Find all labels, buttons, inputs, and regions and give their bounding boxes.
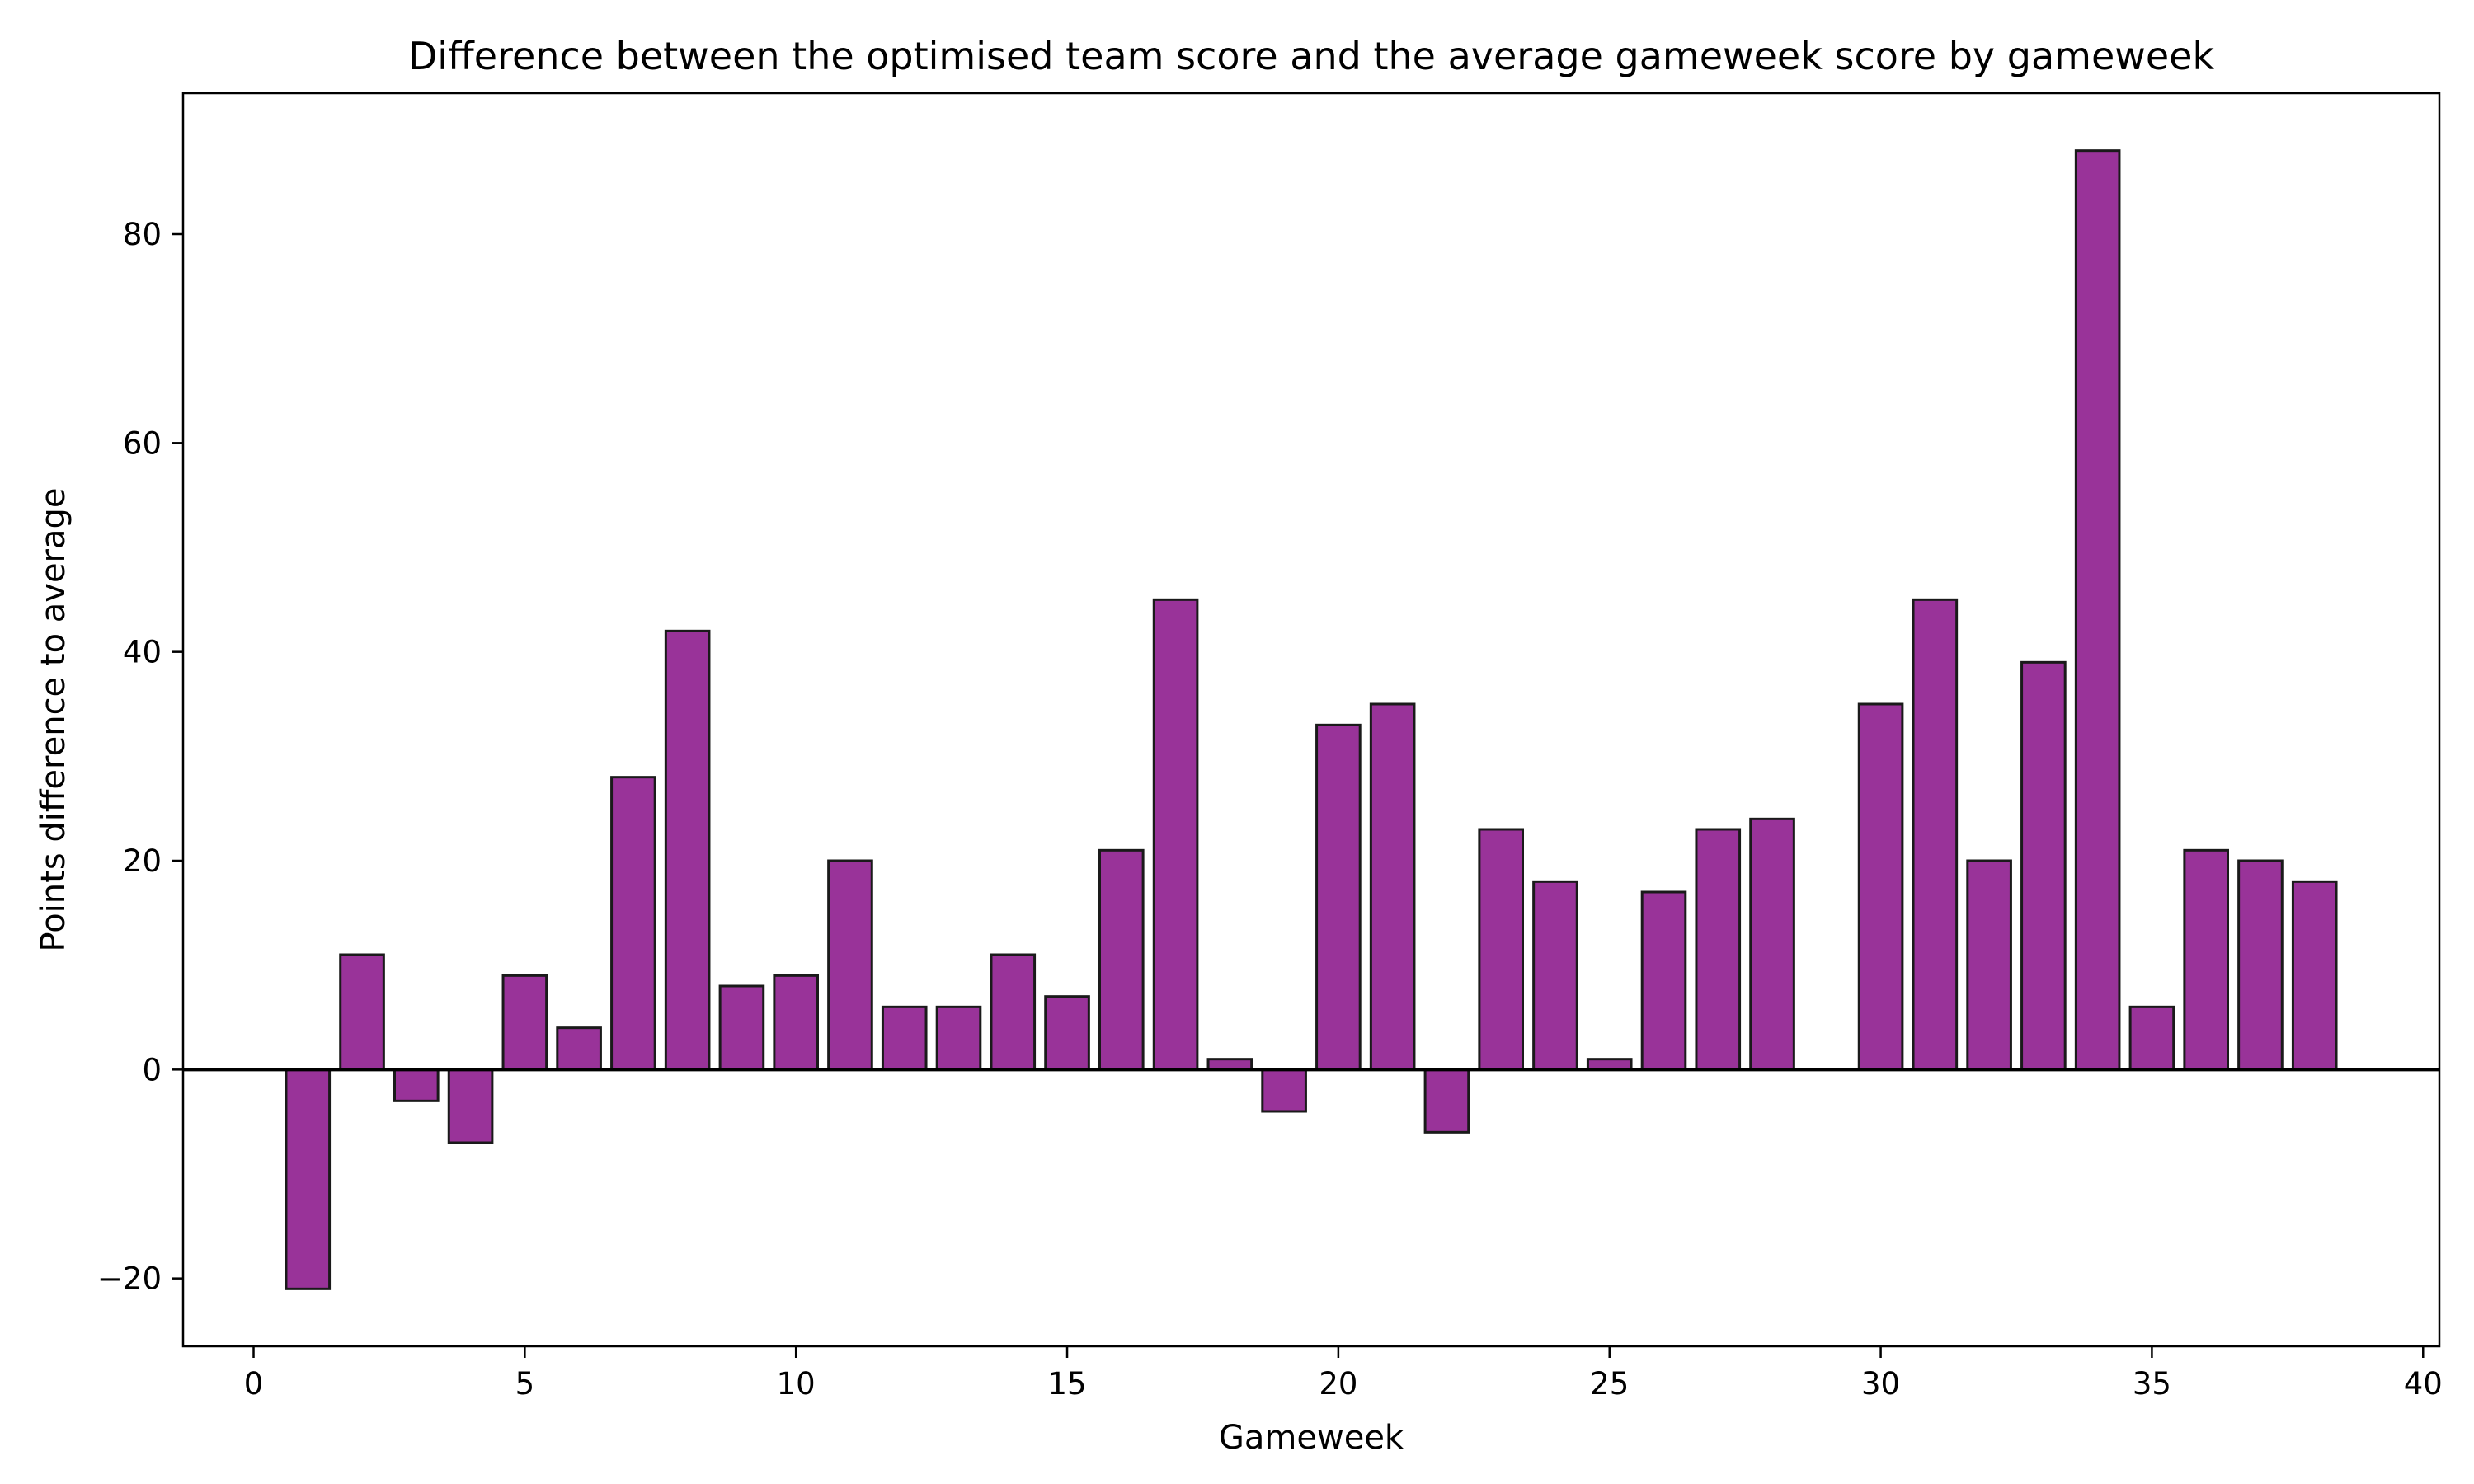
bar-gameweek-37 — [2239, 861, 2283, 1069]
bar-gameweek-14 — [991, 955, 1035, 1069]
bar-gameweek-27 — [1696, 829, 1740, 1069]
x-tick-label: 40 — [2404, 1366, 2443, 1402]
x-tick-label: 35 — [2133, 1366, 2171, 1402]
bar-gameweek-20 — [1317, 725, 1361, 1069]
chart-title: Difference between the optimised team sc… — [408, 34, 2215, 78]
bar-gameweek-23 — [1479, 829, 1523, 1069]
bar-gameweek-9 — [720, 986, 764, 1069]
bar-gameweek-22 — [1425, 1069, 1469, 1132]
bar-gameweek-17 — [1154, 599, 1197, 1069]
bar-gameweek-35 — [2130, 1007, 2174, 1069]
bar-gameweek-36 — [2185, 850, 2228, 1069]
x-tick-label: 20 — [1319, 1366, 1357, 1402]
bar-gameweek-13 — [937, 1007, 981, 1069]
bar-gameweek-8 — [666, 631, 709, 1069]
bar-gameweek-7 — [612, 777, 656, 1070]
x-tick-label: 5 — [515, 1366, 535, 1402]
y-tick-label: 40 — [123, 635, 162, 670]
x-tick-label: 0 — [244, 1366, 264, 1402]
bar-gameweek-5 — [503, 975, 547, 1069]
bar-gameweek-2 — [341, 955, 384, 1069]
x-tick-label: 25 — [1590, 1366, 1629, 1402]
bar-gameweek-34 — [2076, 151, 2119, 1070]
bar-gameweek-32 — [1968, 861, 2011, 1069]
y-axis-label: Points difference to average — [35, 487, 73, 951]
y-tick-label: 20 — [123, 843, 162, 879]
bar-gameweek-28 — [1751, 819, 1794, 1069]
bar-gameweek-30 — [1859, 704, 1903, 1069]
bar-gameweek-21 — [1371, 704, 1414, 1069]
bar-gameweek-1 — [286, 1069, 330, 1289]
y-tick-label: 60 — [123, 425, 162, 461]
bar-gameweek-24 — [1534, 881, 1578, 1069]
bar-gameweek-4 — [449, 1069, 492, 1143]
y-tick-label: 0 — [142, 1052, 162, 1087]
y-tick-label: 80 — [123, 217, 162, 252]
bar-gameweek-12 — [882, 1007, 926, 1069]
bar-gameweek-6 — [557, 1028, 601, 1070]
bar-gameweek-10 — [774, 975, 818, 1069]
bar-gameweek-11 — [829, 861, 872, 1069]
bar-gameweek-15 — [1046, 997, 1089, 1070]
x-tick-label: 15 — [1047, 1366, 1086, 1402]
bar-gameweek-31 — [1913, 599, 1957, 1069]
bar-gameweek-33 — [2022, 662, 2066, 1069]
bar-gameweek-3 — [395, 1069, 439, 1101]
bar-gameweek-26 — [1642, 892, 1686, 1069]
bar-gameweek-38 — [2293, 881, 2336, 1069]
x-tick-label: 10 — [777, 1366, 816, 1402]
y-tick-label: −20 — [97, 1261, 162, 1297]
bar-gameweek-19 — [1263, 1069, 1306, 1111]
x-axis-label: Gameweek — [1219, 1419, 1404, 1457]
bar-gameweek-16 — [1100, 850, 1144, 1069]
x-tick-label: 30 — [1861, 1366, 1900, 1402]
